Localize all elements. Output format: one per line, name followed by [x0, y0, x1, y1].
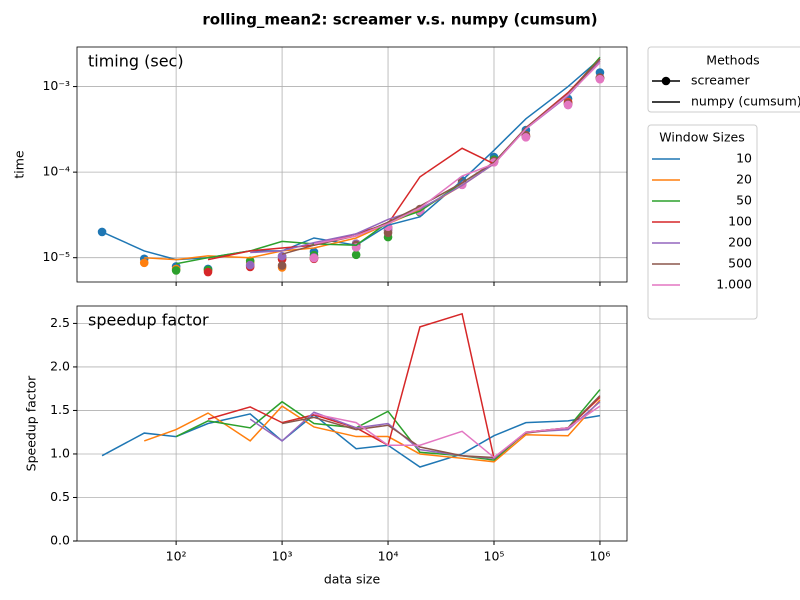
y-tick-label: 0.5 — [50, 489, 70, 504]
legend-label: 500 — [728, 256, 752, 271]
series-line — [313, 62, 601, 245]
screamer-marker — [171, 266, 181, 275]
axes-frame — [76, 305, 628, 542]
y-tick-label: 2.0 — [50, 358, 70, 373]
x-axis-label: data size — [324, 572, 381, 587]
screamer-marker — [351, 250, 361, 260]
screamer-marker — [383, 228, 393, 238]
y-tick-label: 1.0 — [50, 445, 70, 460]
series-line — [313, 405, 601, 459]
legend-label: 10 — [736, 151, 752, 166]
legend-marker — [661, 76, 671, 86]
axes-frame — [76, 46, 628, 283]
axes-annotation: timing (sec) — [88, 52, 184, 71]
screamer-marker — [139, 258, 149, 268]
legend-label: screamer — [691, 73, 750, 88]
series-line — [207, 58, 601, 261]
legend-label: 200 — [728, 235, 752, 250]
screamer-marker — [521, 133, 531, 142]
legend-label: 20 — [736, 172, 752, 187]
figure-title: rolling_mean2: screamer v.s. numpy (cums… — [202, 11, 597, 29]
x-tick-label: 10⁵ — [484, 549, 505, 564]
window-legend-box — [647, 124, 758, 320]
x-tick-label: 10⁶ — [589, 549, 610, 564]
y-tick-label: 10⁻⁴ — [42, 164, 70, 179]
y-tick-label: 2.5 — [50, 315, 70, 330]
screamer-marker — [97, 227, 107, 237]
legend-label: 1.000 — [716, 277, 752, 292]
legend-title: Methods — [706, 53, 759, 68]
legend-title: Window Sizes — [659, 130, 744, 145]
y-tick-label: 10⁻³ — [42, 78, 70, 93]
y-axis-label: time — [12, 150, 27, 179]
screamer-marker — [203, 267, 213, 277]
y-tick-label: 1.5 — [50, 402, 70, 417]
x-tick-label: 10⁴ — [378, 549, 399, 564]
y-tick-label: 10⁻⁵ — [42, 249, 70, 264]
screamer-marker — [245, 260, 255, 270]
series-line — [101, 58, 601, 261]
series-line — [281, 58, 601, 255]
methods-legend-box — [647, 46, 800, 113]
screamer-marker — [277, 261, 287, 270]
y-tick-label: 0.0 — [50, 533, 70, 548]
legend-label: 100 — [728, 214, 752, 229]
x-tick-label: 10³ — [272, 549, 293, 564]
legend-label: numpy (cumsum) — [691, 94, 800, 109]
legend-label: 50 — [736, 193, 752, 208]
screamer-marker — [563, 100, 573, 110]
x-tick-label: 10² — [166, 549, 187, 564]
y-axis-label: Speedup factor — [24, 375, 39, 471]
series-line — [250, 60, 601, 254]
screamer-marker — [595, 74, 605, 84]
screamer-marker — [309, 253, 319, 263]
series-line — [101, 413, 601, 468]
axes-annotation: speedup factor — [88, 311, 209, 330]
